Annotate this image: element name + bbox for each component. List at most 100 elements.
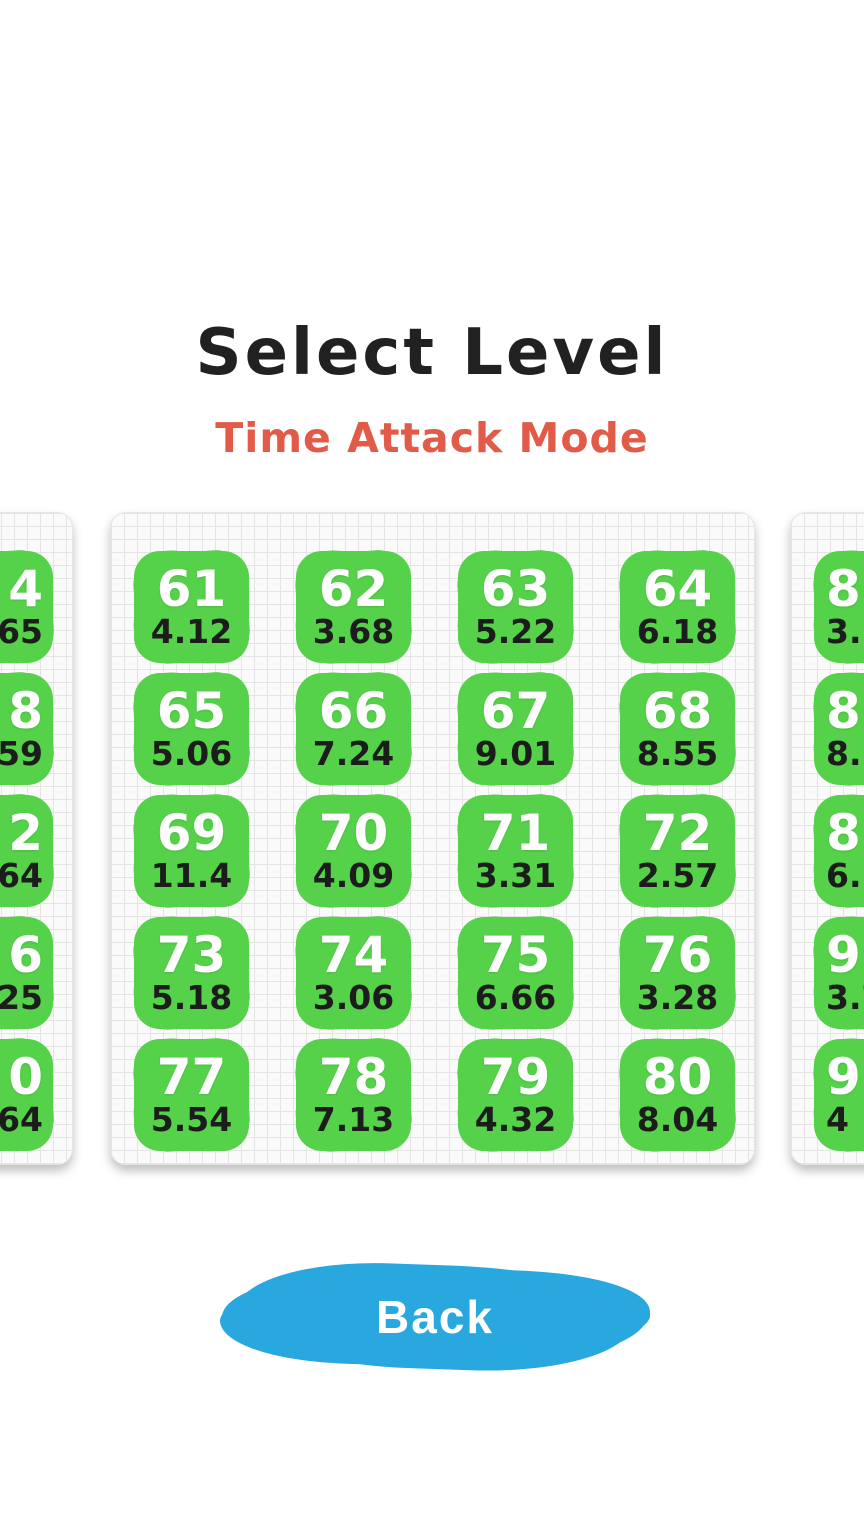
level-tile[interactable]: 69 11.4 xyxy=(134,795,249,907)
level-number: 71 xyxy=(480,804,551,863)
level-tile[interactable]: 68 8.55 xyxy=(620,673,735,785)
level-number: 73 xyxy=(156,926,227,985)
level-tile[interactable]: 64 6.18 xyxy=(620,551,735,663)
level-number: 9 xyxy=(826,926,861,985)
level-number: 72 xyxy=(642,804,713,863)
level-number: 8 xyxy=(8,682,43,741)
level-tile[interactable]: 73 5.18 xyxy=(134,917,249,1029)
best-time: 9.01 xyxy=(474,734,557,774)
level-tile[interactable]: 71 3.31 xyxy=(458,795,573,907)
partial-level-tile[interactable]: 9 3.7 xyxy=(814,917,864,1029)
level-number: 68 xyxy=(642,682,713,741)
best-time: 3.28 xyxy=(636,978,719,1018)
level-tile[interactable]: 76 3.28 xyxy=(620,917,735,1029)
level-tile[interactable]: 67 9.01 xyxy=(458,673,573,785)
best-time: 3.68 xyxy=(312,612,395,652)
level-number: 75 xyxy=(480,926,551,985)
best-time: 6. xyxy=(826,856,862,896)
level-tile[interactable]: 77 5.54 xyxy=(134,1039,249,1151)
level-number: 69 xyxy=(156,804,227,863)
level-tile[interactable]: 70 4.09 xyxy=(296,795,411,907)
level-page-card: 61 4.12 62 3.68 63 5.22 64 6.18 65 5.06 … xyxy=(110,512,755,1165)
level-number: 8 xyxy=(826,560,861,619)
level-number: 80 xyxy=(642,1048,713,1107)
level-number: 8 xyxy=(826,804,861,863)
level-tile[interactable]: 72 2.57 xyxy=(620,795,735,907)
level-tile[interactable]: 61 4.12 xyxy=(134,551,249,663)
partial-level-tile[interactable]: 8 6. xyxy=(814,795,864,907)
best-time: 8.04 xyxy=(636,1100,719,1140)
level-number: 67 xyxy=(480,682,551,741)
level-tile[interactable]: 66 7.24 xyxy=(296,673,411,785)
level-tile[interactable]: 80 8.04 xyxy=(620,1039,735,1151)
best-time: 65 xyxy=(0,612,43,652)
partial-level-tile[interactable]: 9 4 xyxy=(814,1039,864,1151)
page-title: Select Level xyxy=(195,316,669,390)
level-number: 66 xyxy=(318,682,389,741)
best-time: 3.7 xyxy=(826,978,864,1018)
best-time: 4.32 xyxy=(474,1100,557,1140)
best-time: 6.66 xyxy=(474,978,557,1018)
best-time: 7.24 xyxy=(312,734,395,774)
partial-level-tile[interactable]: 2 64 xyxy=(0,795,53,907)
previous-page-grid: 4 65 8 59 2 64 6 25 0 64 xyxy=(0,513,72,1164)
level-number: 61 xyxy=(156,560,227,619)
best-time: 3.31 xyxy=(474,856,557,896)
mode-subtitle: Time Attack Mode xyxy=(215,414,649,462)
level-number: 79 xyxy=(480,1048,551,1107)
partial-level-tile[interactable]: 8 59 xyxy=(0,673,53,785)
level-number: 9 xyxy=(826,1048,861,1107)
level-tile[interactable]: 75 6.66 xyxy=(458,917,573,1029)
partial-level-tile[interactable]: 4 65 xyxy=(0,551,53,663)
level-number: 6 xyxy=(8,926,43,985)
best-time: 25 xyxy=(0,978,43,1018)
best-time: 64 xyxy=(0,856,43,896)
level-number: 70 xyxy=(318,804,389,863)
best-time: 5.06 xyxy=(150,734,233,774)
level-number: 77 xyxy=(156,1048,227,1107)
best-time: 59 xyxy=(0,734,43,774)
best-time: 11.4 xyxy=(150,856,233,896)
level-grid: 61 4.12 62 3.68 63 5.22 64 6.18 65 5.06 … xyxy=(111,513,754,1164)
level-number: 64 xyxy=(642,560,713,619)
level-number: 4 xyxy=(8,560,43,619)
level-number: 8 xyxy=(826,682,861,741)
next-page-grid: 8 3.2 8 8.1 8 6. 9 3.7 9 4 xyxy=(791,513,864,1164)
best-time: 5.18 xyxy=(150,978,233,1018)
best-time: 5.22 xyxy=(474,612,557,652)
partial-level-tile[interactable]: 0 64 xyxy=(0,1039,53,1151)
level-tile[interactable]: 62 3.68 xyxy=(296,551,411,663)
level-number: 65 xyxy=(156,682,227,741)
best-time: 6.18 xyxy=(636,612,719,652)
next-page-card: 8 3.2 8 8.1 8 6. 9 3.7 9 4 xyxy=(790,512,864,1165)
level-tile[interactable]: 63 5.22 xyxy=(458,551,573,663)
best-time: 8.55 xyxy=(636,734,719,774)
best-time: 4 xyxy=(826,1100,849,1140)
best-time: 8.1 xyxy=(826,734,864,774)
level-tile[interactable]: 65 5.06 xyxy=(134,673,249,785)
previous-page-card: 4 65 8 59 2 64 6 25 0 64 xyxy=(0,512,73,1165)
partial-level-tile[interactable]: 8 3.2 xyxy=(814,551,864,663)
best-time: 4.12 xyxy=(150,612,233,652)
best-time: 2.57 xyxy=(636,856,719,896)
best-time: 4.09 xyxy=(312,856,395,896)
best-time: 7.13 xyxy=(312,1100,395,1140)
level-number: 78 xyxy=(318,1048,389,1107)
partial-level-tile[interactable]: 8 8.1 xyxy=(814,673,864,785)
level-number: 76 xyxy=(642,926,713,985)
level-tile[interactable]: 79 4.32 xyxy=(458,1039,573,1151)
level-number: 2 xyxy=(8,804,43,863)
level-number: 0 xyxy=(8,1048,43,1107)
level-number: 63 xyxy=(480,560,551,619)
level-tile[interactable]: 74 3.06 xyxy=(296,917,411,1029)
back-button[interactable]: Back xyxy=(222,1270,648,1364)
level-tile[interactable]: 78 7.13 xyxy=(296,1039,411,1151)
back-button-label: Back xyxy=(376,1291,494,1343)
best-time: 64 xyxy=(0,1100,43,1140)
best-time: 5.54 xyxy=(150,1100,233,1140)
best-time: 3.06 xyxy=(312,978,395,1018)
level-number: 62 xyxy=(318,560,389,619)
level-number: 74 xyxy=(318,926,389,985)
partial-level-tile[interactable]: 6 25 xyxy=(0,917,53,1029)
